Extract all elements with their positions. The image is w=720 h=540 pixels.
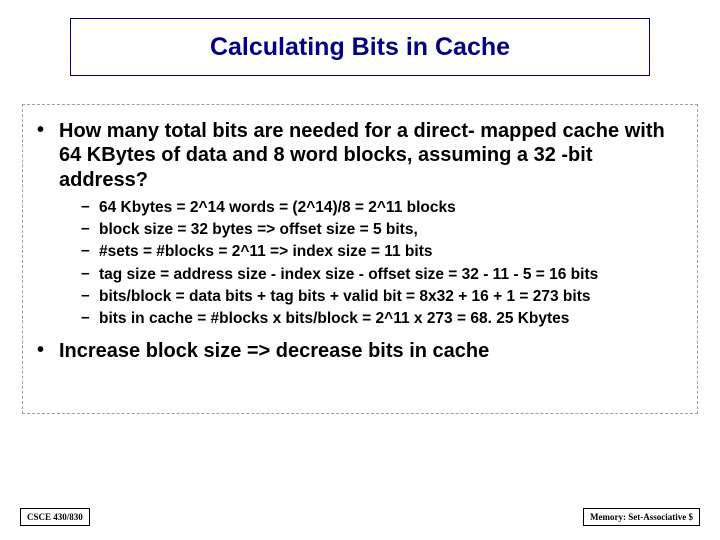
sub-item: – block size = 32 bytes => offset size =… xyxy=(81,220,683,240)
main-bullet-1: • How many total bits are needed for a d… xyxy=(37,119,683,192)
sub-bullet-list: – 64 Kbytes = 2^14 words = (2^14)/8 = 2^… xyxy=(81,198,683,329)
dash-icon: – xyxy=(81,287,99,307)
dash-icon: – xyxy=(81,220,99,240)
sub-text-3: tag size = address size - index size - o… xyxy=(99,265,598,285)
bullet-dot: • xyxy=(37,119,59,192)
bullet-dot: • xyxy=(37,339,59,363)
main-bullet-2: • Increase block size => decrease bits i… xyxy=(37,339,683,363)
sub-text-0: 64 Kbytes = 2^14 words = (2^14)/8 = 2^11… xyxy=(99,198,456,218)
sub-text-2: #sets = #blocks = 2^11 => index size = 1… xyxy=(99,242,432,262)
main-text-1: How many total bits are needed for a dir… xyxy=(59,119,683,192)
slide-title: Calculating Bits in Cache xyxy=(210,33,510,62)
main-text-2: Increase block size => decrease bits in … xyxy=(59,339,489,363)
sub-text-1: block size = 32 bytes => offset size = 5… xyxy=(99,220,418,240)
sub-text-5: bits in cache = #blocks x bits/block = 2… xyxy=(99,309,569,329)
dash-icon: – xyxy=(81,242,99,262)
sub-item: – tag size = address size - index size -… xyxy=(81,265,683,285)
sub-item: – 64 Kbytes = 2^14 words = (2^14)/8 = 2^… xyxy=(81,198,683,218)
dash-icon: – xyxy=(81,309,99,329)
sub-text-4: bits/block = data bits + tag bits + vali… xyxy=(99,287,590,307)
sub-item: – #sets = #blocks = 2^11 => index size =… xyxy=(81,242,683,262)
sub-item: – bits/block = data bits + tag bits + va… xyxy=(81,287,683,307)
dash-icon: – xyxy=(81,265,99,285)
dash-icon: – xyxy=(81,198,99,218)
title-container: Calculating Bits in Cache xyxy=(70,18,650,76)
footer-right-label: Memory: Set-Associative $ xyxy=(583,508,700,526)
content-container: • How many total bits are needed for a d… xyxy=(22,104,698,414)
sub-item: – bits in cache = #blocks x bits/block =… xyxy=(81,309,683,329)
footer-left-label: CSCE 430/830 xyxy=(20,508,90,526)
